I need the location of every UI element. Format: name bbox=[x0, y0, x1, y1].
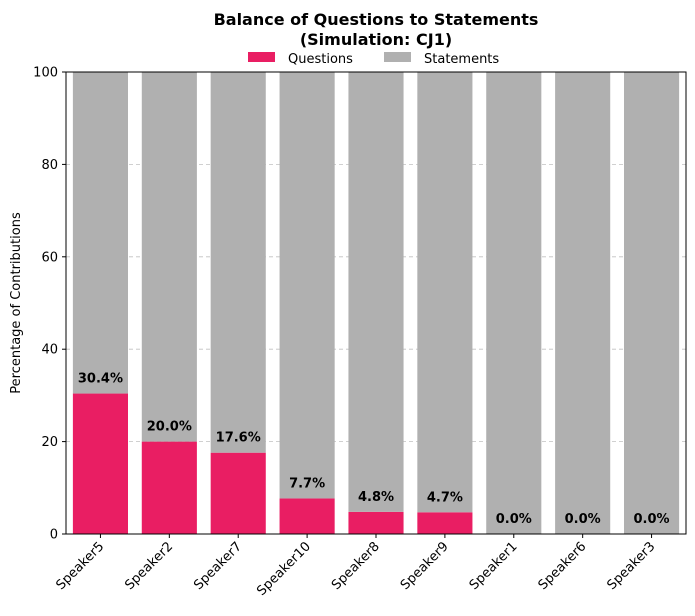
data-label-speaker10: 7.7% bbox=[289, 476, 325, 491]
x-tick-label-speaker9: Speaker9 bbox=[398, 539, 452, 593]
legend-swatch-questions bbox=[248, 52, 275, 62]
bar-statements-speaker7 bbox=[210, 72, 266, 453]
y-axis-label: Percentage of Contributions bbox=[9, 212, 24, 394]
x-tick-label-speaker6: Speaker6 bbox=[536, 539, 590, 593]
chart-title-line-1: Balance of Questions to Statements bbox=[214, 10, 539, 29]
data-label-speaker2: 20.0% bbox=[147, 420, 192, 435]
data-label-speaker9: 4.7% bbox=[427, 490, 463, 505]
y-tick-label-100: 100 bbox=[33, 66, 58, 81]
data-label-speaker3: 0.0% bbox=[634, 512, 670, 527]
bar-questions-speaker10 bbox=[279, 498, 335, 534]
y-tick-label-40: 40 bbox=[41, 343, 58, 358]
bar-questions-speaker7 bbox=[210, 452, 266, 534]
y-tick-label-80: 80 bbox=[41, 158, 58, 173]
x-tick-label-speaker3: Speaker3 bbox=[605, 539, 659, 593]
bar-statements-speaker3 bbox=[624, 72, 680, 534]
bar-statements-speaker8 bbox=[348, 72, 404, 512]
bar-statements-speaker10 bbox=[279, 72, 335, 499]
x-tick-label-speaker10: Speaker10 bbox=[254, 539, 314, 599]
chart-title-line-2: (Simulation: CJ1) bbox=[300, 30, 452, 49]
bar-statements-speaker2 bbox=[141, 72, 197, 442]
legend-swatch-statements bbox=[384, 52, 411, 62]
bar-statements-speaker1 bbox=[486, 72, 542, 534]
legend-label-questions: Questions bbox=[288, 52, 353, 67]
bars bbox=[72, 72, 680, 534]
data-label-speaker5: 30.4% bbox=[78, 372, 123, 387]
bar-questions-speaker8 bbox=[348, 511, 404, 534]
bar-questions-speaker5 bbox=[72, 393, 128, 534]
bar-statements-speaker6 bbox=[555, 72, 611, 534]
y-tick-label-20: 20 bbox=[41, 435, 58, 450]
legend: Questions Statements bbox=[248, 52, 499, 67]
y-tick-label-0: 0 bbox=[50, 528, 58, 543]
legend-label-statements: Statements bbox=[424, 52, 499, 67]
data-label-speaker7: 17.6% bbox=[216, 431, 261, 446]
bar-questions-speaker9 bbox=[417, 512, 473, 534]
x-axis-ticks: Speaker5 Speaker2 Speaker7 Speaker10 Speaker… bbox=[53, 534, 658, 599]
y-tick-label-60: 60 bbox=[41, 250, 58, 265]
y-axis-ticks: 0 20 40 60 80 100 bbox=[33, 66, 66, 543]
data-label-speaker6: 0.0% bbox=[565, 512, 601, 527]
bar-statements-speaker5 bbox=[72, 72, 128, 394]
x-tick-label-speaker7: Speaker7 bbox=[191, 539, 245, 593]
bar-questions-speaker2 bbox=[141, 441, 197, 534]
data-labels: 30.4% 20.0% 17.6% 7.7% 4.8% 4.7% 0.0% 0.0% 0.0% bbox=[78, 372, 670, 527]
x-tick-label-speaker1: Speaker1 bbox=[467, 539, 521, 593]
bar-statements-speaker9 bbox=[417, 72, 473, 513]
chart-title: Balance of Questions to Statements (Simu… bbox=[214, 10, 539, 49]
x-tick-label-speaker2: Speaker2 bbox=[122, 539, 176, 593]
x-tick-label-speaker8: Speaker8 bbox=[329, 539, 383, 593]
data-label-speaker1: 0.0% bbox=[496, 512, 532, 527]
data-label-speaker8: 4.8% bbox=[358, 490, 394, 505]
x-tick-label-speaker5: Speaker5 bbox=[53, 539, 107, 593]
